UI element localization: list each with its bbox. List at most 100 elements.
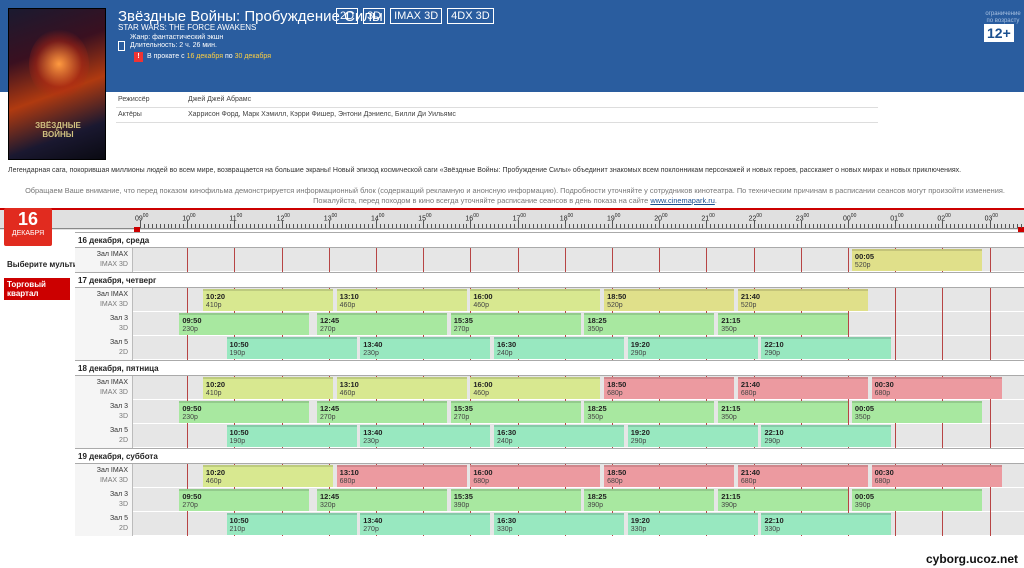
time-tick xyxy=(733,224,735,228)
session-slot[interactable]: 09:50 230р xyxy=(179,401,310,423)
session-slot[interactable]: 21:40 680р xyxy=(737,377,868,399)
session-slot[interactable]: 18:25 350р xyxy=(584,401,715,423)
session-slot[interactable]: 09:50 270р xyxy=(179,489,310,511)
format-badge-2d[interactable]: 2D xyxy=(336,8,359,24)
session-slot[interactable]: 00:30 680р xyxy=(871,377,1002,399)
session-slot[interactable]: 16:00 460р xyxy=(470,377,601,399)
format-badge-imax-3d[interactable]: IMAX 3D xyxy=(390,8,443,24)
session-slot[interactable]: 18:25 350р xyxy=(584,313,715,335)
session-time: 13:10 xyxy=(339,468,359,477)
session-slot[interactable]: 12:45 320р xyxy=(317,489,447,511)
time-tick xyxy=(844,224,846,228)
time-tick xyxy=(604,224,606,228)
time-tick xyxy=(962,224,964,228)
hall-name: Зал 3 xyxy=(109,403,128,410)
time-tick xyxy=(143,224,145,228)
time-tick xyxy=(883,224,885,228)
time-tick xyxy=(541,224,543,228)
session-slot[interactable]: 10:20 460р xyxy=(202,465,333,487)
session-time: 16:30 xyxy=(497,428,517,437)
cinema-site-link[interactable]: www.cinemapark.ru xyxy=(650,196,715,205)
session-slot[interactable]: 12:45 270р xyxy=(317,401,447,423)
time-tick xyxy=(580,224,582,228)
session-slot[interactable]: 00:05 520р xyxy=(851,249,982,271)
time-tick xyxy=(438,224,440,228)
session-slot[interactable]: 13:40 270р xyxy=(360,513,491,535)
session-slot[interactable]: 16:30 330р xyxy=(494,513,624,535)
time-tick xyxy=(832,224,834,228)
session-slot[interactable]: 18:50 680р xyxy=(604,377,735,399)
session-slot[interactable]: 00:30 680р xyxy=(871,465,1002,487)
hall-format: 2D xyxy=(119,525,128,532)
session-slot[interactable]: 19:20 330р xyxy=(627,513,758,535)
hall-name: Зал IMAX xyxy=(96,467,128,474)
session-slot[interactable]: 22:10 290р xyxy=(761,425,892,447)
session-slot[interactable]: 18:50 680р xyxy=(604,465,735,487)
session-slot[interactable]: 19:20 290р xyxy=(627,337,758,359)
time-tick xyxy=(576,224,578,228)
session-slot[interactable]: 15:35 270р xyxy=(450,313,581,335)
time-tick xyxy=(761,224,763,228)
session-slot[interactable]: 10:50 210р xyxy=(226,513,357,535)
time-tick xyxy=(497,224,499,228)
session-slot[interactable]: 00:05 390р xyxy=(851,489,982,511)
session-slot[interactable]: 21:40 680р xyxy=(737,465,868,487)
time-tick xyxy=(356,224,358,228)
session-slot[interactable]: 10:20 410р xyxy=(202,289,333,311)
session-slot[interactable]: 18:50 520р xyxy=(604,289,735,311)
time-tick xyxy=(431,224,433,228)
session-slot[interactable]: 13:10 460р xyxy=(336,289,467,311)
session-slot[interactable]: 10:50 190р xyxy=(226,337,357,359)
session-slot[interactable]: 09:50 230р xyxy=(179,313,310,335)
session-slot[interactable]: 16:00 680р xyxy=(470,465,601,487)
movie-poster[interactable]: ЗВЁЗДНЫЕ ВОЙНЫ xyxy=(8,8,106,160)
session-slot[interactable]: 16:30 240р xyxy=(494,425,624,447)
time-tick xyxy=(627,224,629,228)
session-slot[interactable]: 16:00 460р xyxy=(470,289,601,311)
format-badge-4dx-3d[interactable]: 4DX 3D xyxy=(447,8,494,24)
time-tick xyxy=(942,220,944,228)
session-slot[interactable]: 21:15 350р xyxy=(718,401,849,423)
session-slot[interactable]: 13:10 680р xyxy=(336,465,467,487)
session-slot[interactable]: 22:10 330р xyxy=(761,513,892,535)
session-price: 520р xyxy=(740,302,757,309)
hall-row: Зал 5 2D 10:50 190р 13:40 230р 16:30 240р 19:20 2… xyxy=(75,336,1024,360)
session-slot[interactable]: 15:35 390р xyxy=(450,489,581,511)
time-tick xyxy=(745,224,747,228)
multiplex-selector[interactable]: Торговый квартал xyxy=(4,278,70,300)
session-slot[interactable]: 19:20 290р xyxy=(627,425,758,447)
session-price: 520р xyxy=(607,302,623,309)
session-slot[interactable]: 16:30 240р xyxy=(494,337,624,359)
session-price: 350р xyxy=(587,414,604,421)
session-slot[interactable]: 22:10 290р xyxy=(761,337,892,359)
time-start-marker xyxy=(134,227,140,235)
session-time: 10:50 xyxy=(229,428,249,437)
time-ruler[interactable]: 0900 1000 1100 1200 1300 1400 1500 1600 1700 1800… xyxy=(0,208,1024,235)
session-slot[interactable]: 15:35 270р xyxy=(450,401,581,423)
time-tick xyxy=(214,224,216,228)
session-price: 350р xyxy=(587,326,604,333)
session-slot[interactable]: 10:20 410р xyxy=(202,377,333,399)
time-tick xyxy=(855,224,857,228)
hour-gridline xyxy=(800,248,802,272)
session-slot[interactable]: 00:05 350р xyxy=(851,401,982,423)
time-tick xyxy=(199,224,200,228)
session-slot[interactable]: 12:45 270р xyxy=(317,313,447,335)
time-tick xyxy=(694,224,696,228)
time-tick xyxy=(922,224,924,228)
session-slot[interactable]: 21:15 350р xyxy=(718,313,849,335)
session-slot[interactable]: 18:25 390р xyxy=(584,489,715,511)
hour-gridline xyxy=(895,512,897,536)
session-slot[interactable]: 10:50 190р xyxy=(226,425,357,447)
session-slot[interactable]: 13:10 460р xyxy=(336,377,467,399)
session-slot[interactable]: 21:15 390р xyxy=(718,489,849,511)
time-tick xyxy=(415,224,417,228)
format-badge-3d[interactable]: 3D xyxy=(363,8,386,24)
time-tick xyxy=(297,224,299,228)
session-slot[interactable]: 13:40 230р xyxy=(360,337,491,359)
time-tick xyxy=(918,224,920,228)
session-slot[interactable]: 21:40 520р xyxy=(737,289,868,311)
release-dates: В прокате с 16 декабря по 30 декабря xyxy=(147,53,271,60)
date-badge[interactable]: 16 ДЕКАБРЯ xyxy=(4,208,52,246)
session-slot[interactable]: 13:40 230р xyxy=(360,425,491,447)
